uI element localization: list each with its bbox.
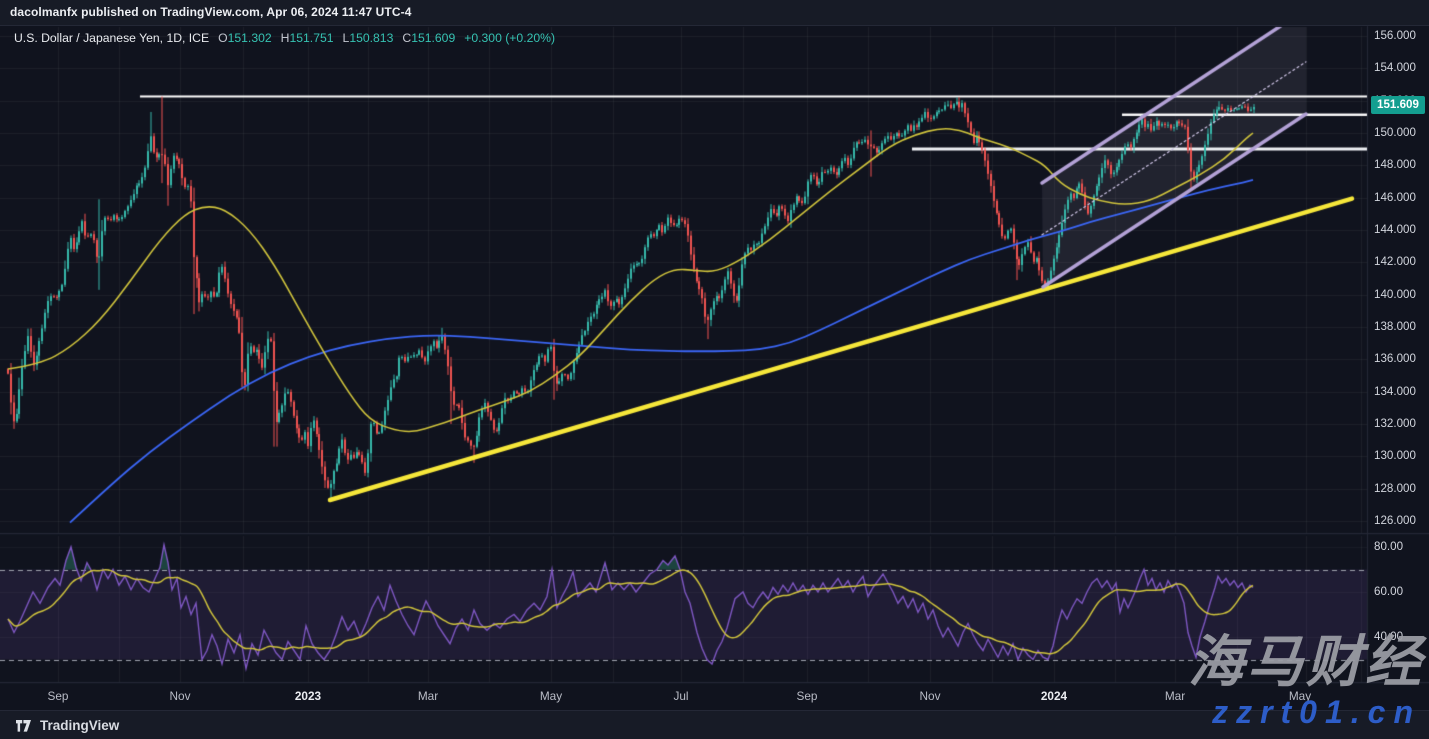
price-axis-label: 150.000 (1374, 126, 1416, 139)
time-axis-label: Sep (796, 689, 818, 703)
symbol-title[interactable]: U.S. Dollar / Japanese Yen, 1D, ICE (14, 31, 210, 45)
open-value: 151.302 (227, 31, 272, 45)
time-axis-label: 2023 (294, 689, 322, 703)
price-axis-label: 154.000 (1374, 61, 1416, 75)
close-label: C (402, 31, 412, 45)
time-axis-label: May (1288, 689, 1312, 703)
time-axis-label: 2024 (1040, 689, 1068, 703)
time-axis-label: May (539, 689, 563, 703)
high-value: 151.751 (289, 31, 334, 45)
price-axis-label: 146.000 (1374, 190, 1416, 204)
high-label: H (280, 31, 290, 45)
watermark-url-text: zzrt01.cn (1212, 694, 1421, 730)
price-axis-label: 138.000 (1374, 320, 1416, 333)
symbol-legend: U.S. Dollar / Japanese Yen, 1D, ICE O151.… (14, 31, 555, 45)
time-axis-label: Jul (673, 689, 689, 703)
time-axis-label: Nov (169, 689, 191, 703)
time-axis-label: Sep (47, 689, 69, 703)
low-value: 150.813 (349, 31, 394, 45)
last-price-badge: 151.609 (1371, 96, 1425, 114)
close-value: 151.609 (411, 31, 456, 45)
rsi-axis-label: 40.00 (1374, 630, 1404, 643)
time-axis-label: Mar (417, 689, 439, 703)
price-axis-label: 142.000 (1374, 255, 1416, 269)
price-axis-label: 148.000 (1374, 158, 1416, 172)
tradingview-logo-icon[interactable] (16, 719, 32, 738)
watermark-cn-text: 海马财经 (1188, 630, 1424, 693)
price-axis-label: 136.000 (1374, 352, 1416, 366)
price-axis-label: 156.000 (1374, 29, 1416, 42)
time-axis-label: Mar (1164, 689, 1186, 703)
published-bar: dacolmanfx published on TradingView.com,… (0, 0, 1429, 26)
price-axis-label: 126.000 (1374, 514, 1416, 527)
open-label: O (218, 31, 228, 45)
footer-bar: TradingView (0, 710, 1429, 739)
rsi-axis-label: 60.00 (1374, 585, 1404, 598)
price-axis-label: 134.000 (1374, 384, 1416, 398)
tradingview-brand[interactable]: TradingView (40, 718, 120, 733)
published-text: dacolmanfx published on TradingView.com,… (10, 5, 412, 19)
price-axis-label: 128.000 (1374, 481, 1416, 495)
low-label: L (342, 31, 350, 45)
price-axis-label: 130.000 (1374, 449, 1416, 463)
price-axis-label: 140.000 (1374, 287, 1416, 301)
rsi-axis-label: 80.00 (1374, 540, 1404, 553)
time-axis-label: Nov (919, 689, 941, 703)
price-axis-label: 132.000 (1374, 417, 1416, 430)
price-axis-label: 144.000 (1374, 223, 1416, 236)
change-value: +0.300 (+0.20%) (464, 31, 556, 45)
